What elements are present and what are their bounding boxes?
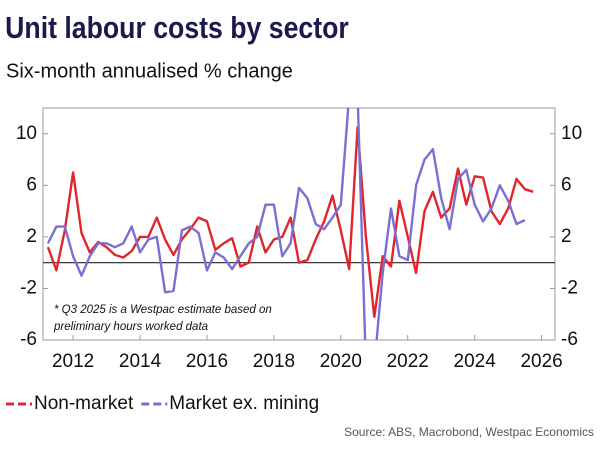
x-tick-label: 2024 [454,351,497,372]
plot-area [46,108,534,340]
x-tick-label: 2012 [52,351,94,372]
legend-label: Non-market [34,393,134,414]
y2-tick-label: -2 [561,277,578,298]
annotation: preliminary hours worked data [53,321,208,333]
x-tick-label: 2016 [186,351,228,372]
series-line [46,108,526,340]
source: Source: ABS, Macrobond, Westpac Economic… [344,425,594,439]
x-tick-label: 2018 [253,351,295,372]
legend-label: Market ex. mining [169,393,319,414]
y2-tick-label: -6 [561,329,578,350]
chart-title: Unit labour costs by sector [5,11,349,45]
y-tick-label: 2 [26,226,37,247]
series-line [46,126,534,318]
y2-tick-label: 6 [561,174,572,195]
y2-tick-label: 2 [561,226,572,247]
x-tick-label: 2020 [320,351,362,372]
x-tick-label: 2022 [387,351,429,372]
x-tick-label: 2026 [520,351,562,372]
plot-frame [42,107,556,341]
annotation: * Q3 2025 is a Westpac estimate based on [54,304,272,316]
chart-subtitle: Six-month annualised % change [6,60,293,82]
y2-tick-label: 10 [561,123,582,144]
y-tick-label: -6 [20,329,37,350]
y-tick-label: -2 [20,277,37,298]
y-tick-label: 10 [16,123,37,144]
x-tick-label: 2014 [119,351,162,372]
y-tick-label: 6 [26,174,37,195]
